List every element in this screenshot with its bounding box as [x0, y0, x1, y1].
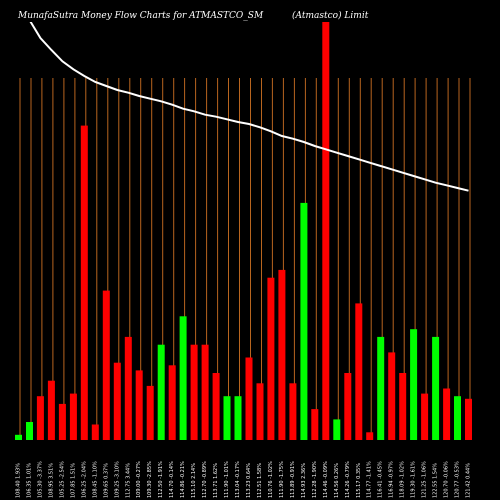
- money-flow-bar: [399, 373, 407, 440]
- money-flow-bar: [256, 383, 264, 440]
- money-flow-bar: [36, 396, 44, 440]
- x-tick-label: 112.75 3.44%: [125, 463, 131, 498]
- money-flow-bar: [421, 393, 429, 440]
- money-flow-bar: [91, 424, 99, 440]
- money-flow-bar: [113, 362, 121, 440]
- money-flow-bar: [58, 403, 66, 440]
- money-flow-bar: [157, 344, 165, 440]
- x-tick-label: 119.30 -1.61%: [411, 461, 417, 498]
- money-flow-bar: [388, 352, 396, 440]
- money-flow-bar: [245, 357, 253, 440]
- x-tick-label: 116.94 -0.97%: [389, 461, 395, 498]
- price-line: [5, 0, 469, 192]
- money-flow-bar: [377, 336, 385, 440]
- x-tick-label: 109.30 -2.85%: [147, 461, 153, 498]
- money-flow-bar: [366, 432, 374, 440]
- x-tick-label: 118.09 -1.02%: [400, 461, 406, 498]
- money-flow-bar: [311, 409, 319, 440]
- x-tick-label: 114.70 -0.14%: [169, 461, 175, 498]
- money-flow-bar: [179, 316, 187, 440]
- money-flow-bar: [465, 398, 472, 440]
- x-tick-label: 114.77 -1.41%: [367, 461, 373, 498]
- x-tick-label: 121.42 0.44%: [466, 463, 472, 498]
- x-tick-label: 113.89 -0.91%: [290, 461, 296, 498]
- x-tick-label: 112.51 1.58%: [257, 463, 263, 498]
- x-tick-label: 113.71 1.62%: [213, 463, 219, 498]
- x-tick-label: 120.77 -0.53%: [455, 461, 461, 498]
- money-flow-bar: [344, 373, 352, 440]
- x-tick-label: 105.30 -3.37%: [37, 461, 43, 498]
- x-tick-label: 114.46 -0.09%: [323, 461, 329, 498]
- x-tick-label: 110.76 -1.02%: [268, 461, 274, 498]
- x-tick-label: 108.40 1.93%: [16, 463, 22, 498]
- x-tick-label: 109.65 0.37%: [103, 463, 109, 498]
- x-tick-label: 114.26 -0.79%: [345, 461, 351, 498]
- x-tick-label: 112.28 -1.90%: [312, 461, 318, 498]
- money-flow-bar: [124, 336, 132, 440]
- money-flow-bar: [432, 336, 440, 440]
- money-flow-bar: [135, 370, 143, 440]
- money-flow-bar: [267, 277, 275, 440]
- x-tick-label: 114.86 -0.21%: [180, 461, 186, 498]
- money-flow-bar: [15, 434, 22, 440]
- x-tick-label: 107.85 1.51%: [70, 463, 76, 498]
- x-tick-label: 109.25 -3.10%: [114, 461, 120, 498]
- x-tick-label: 106.35 1.01%: [27, 463, 33, 498]
- x-tick-label: 115.10 2.14%: [191, 463, 197, 498]
- money-flow-bar: [278, 269, 286, 440]
- money-flow-bar: [80, 125, 88, 440]
- x-axis-labels: 108.40 1.93% 106.35 1.01% 105.30 -3.37% 108…: [16, 461, 472, 498]
- money-flow-bars: [15, 20, 472, 440]
- chart-title-symbol: (Atmastco) Limit: [292, 10, 369, 21]
- x-tick-label: 106.25 -2.04%: [81, 461, 87, 498]
- money-flow-bar: [333, 419, 341, 440]
- money-flow-bar: [289, 383, 297, 440]
- money-flow-bar: [168, 365, 176, 440]
- x-tick-label: 114.93 2.36%: [301, 463, 307, 498]
- x-tick-label: 122.55 1.54%: [433, 463, 439, 498]
- x-tick-label: 112.70 -0.89%: [202, 461, 208, 498]
- x-tick-label: 121.25 -1.06%: [422, 461, 428, 498]
- money-flow-bar: [102, 290, 110, 440]
- chart-title: MunafaSutra Money Flow Charts for ATMAST…: [17, 11, 264, 21]
- x-tick-label: 116.41 -0.45%: [378, 461, 384, 498]
- x-tick-label: 109.00 -0.27%: [136, 461, 142, 498]
- x-tick-label: 114.56 0.26%: [334, 463, 340, 498]
- money-flow-bar: [443, 388, 451, 440]
- money-flow-bar: [47, 380, 55, 440]
- money-flow-bar: [212, 373, 220, 440]
- money-flow-bar: [69, 393, 77, 440]
- x-tick-label: 111.90 -1.75%: [279, 461, 285, 498]
- x-tick-label: 113.23 0.64%: [246, 463, 252, 498]
- money-flow-bar: [234, 396, 242, 440]
- money-flow-bar: [146, 385, 154, 440]
- title-backdrop: [0, 0, 500, 22]
- x-tick-label: 113.04 -0.17%: [235, 461, 241, 498]
- money-flow-bar: [26, 422, 33, 440]
- x-tick-label: 108.95 3.51%: [48, 463, 54, 498]
- money-flow-bar: [201, 344, 209, 440]
- money-flow-bar: [454, 396, 461, 440]
- money-flow-bar: [223, 396, 231, 440]
- x-tick-label: 120.70 -0.06%: [444, 461, 450, 498]
- x-tick-label: 108.45 -1.10%: [92, 461, 98, 498]
- x-tick-label: 112.50 -1.91%: [158, 461, 164, 498]
- money-flow-bar: [355, 303, 363, 440]
- money-flow-bar: [190, 344, 198, 440]
- x-tick-label: 105.25 -2.54%: [59, 461, 65, 498]
- money-flow-bar: [300, 202, 308, 440]
- x-tick-label: 115.17 0.35%: [356, 463, 362, 498]
- x-tick-label: 111.90 -1.01%: [224, 461, 230, 498]
- money-flow-bar: [322, 20, 330, 440]
- money-flow-bar: [410, 329, 418, 440]
